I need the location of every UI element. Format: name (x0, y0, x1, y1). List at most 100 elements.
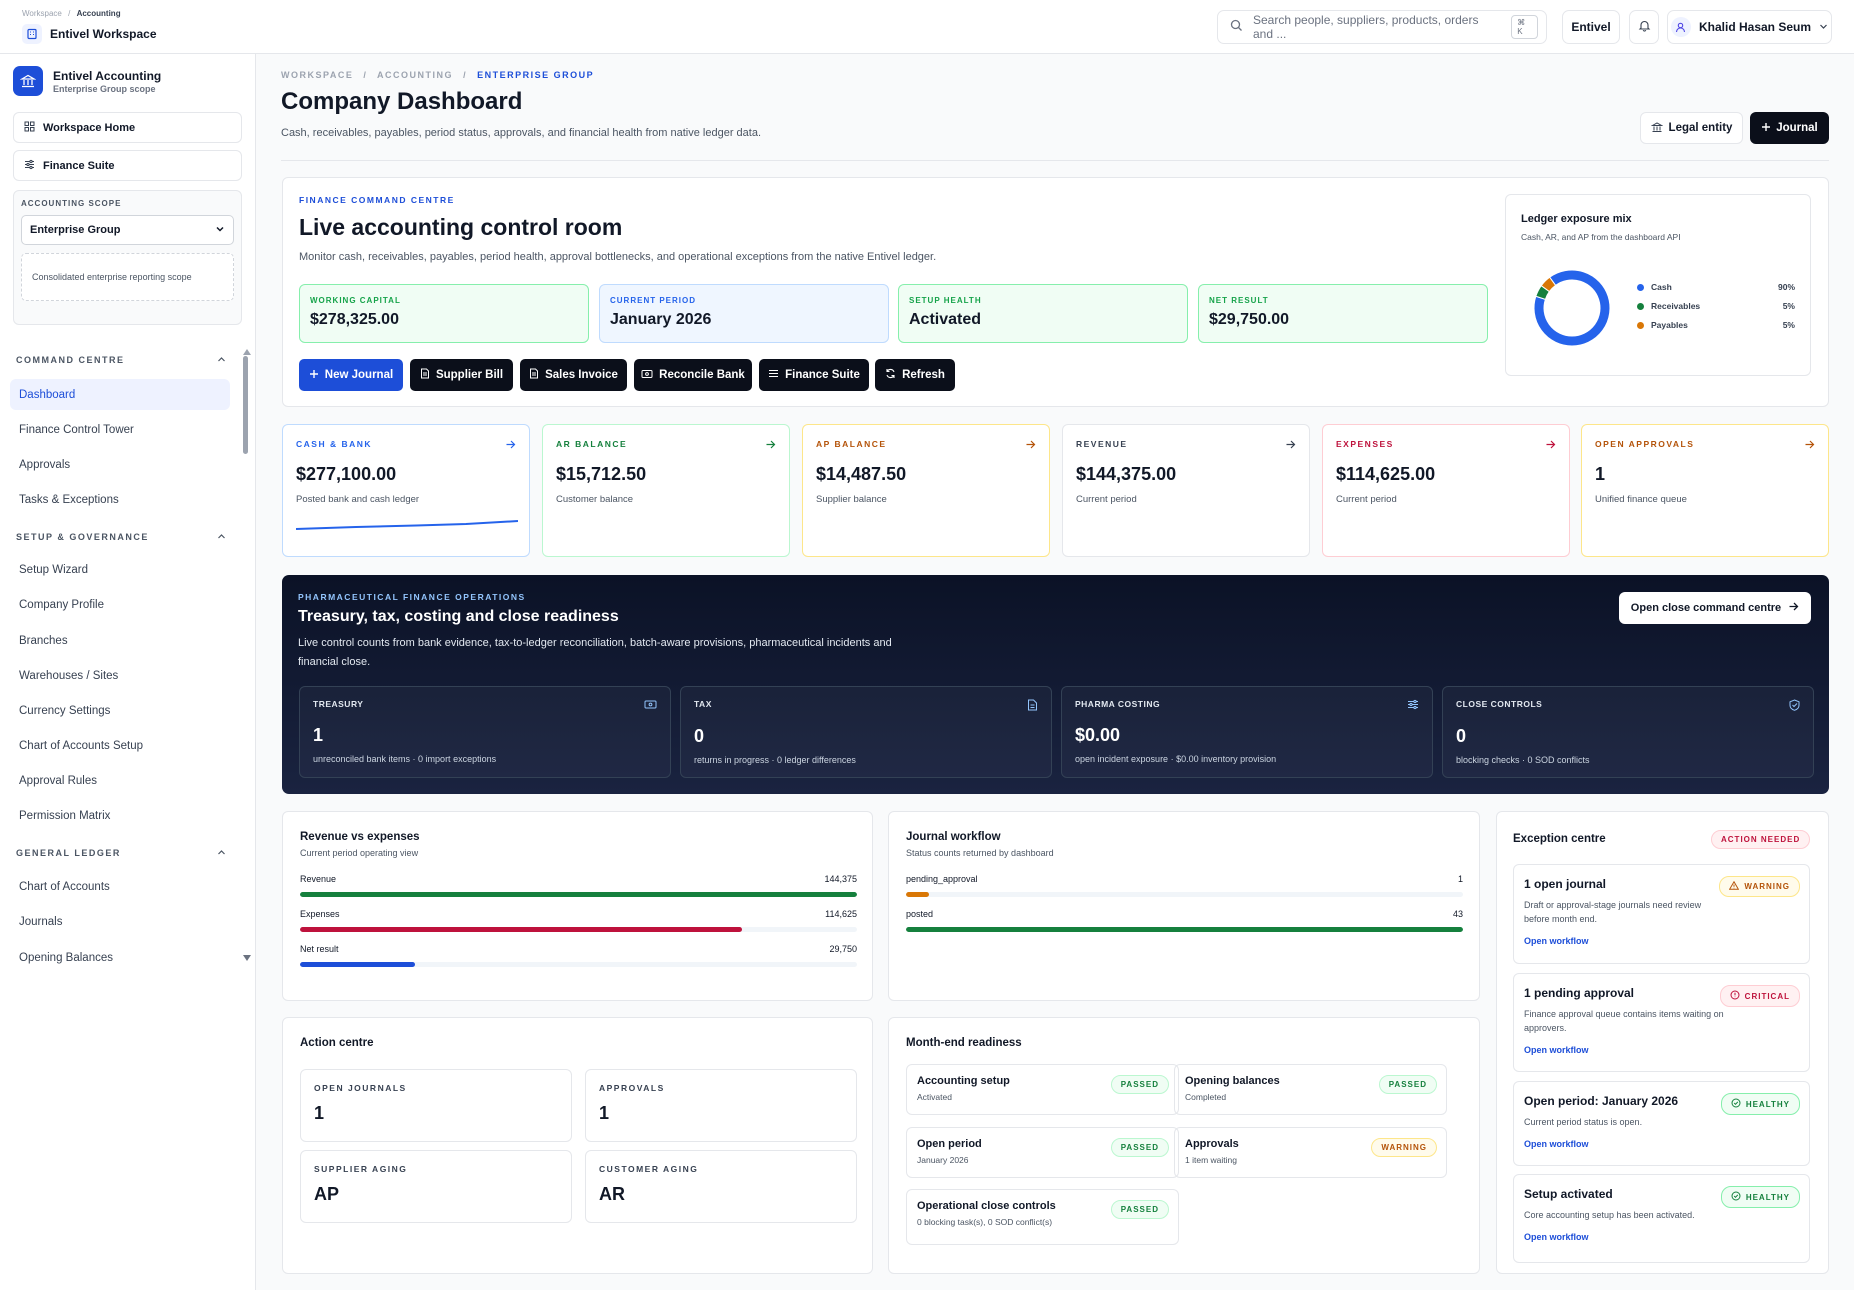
workspace-home-button[interactable]: Workspace Home (13, 112, 242, 143)
user-name: Khalid Hasan Seum (1698, 20, 1812, 34)
scope-select[interactable]: Enterprise Group (21, 215, 234, 245)
bar-track (906, 892, 1463, 897)
sidebar-section-setup-governance[interactable]: SETUP & GOVERNANCE (16, 532, 226, 543)
sidebar-item-opening-balances[interactable]: Opening Balances (19, 951, 113, 964)
org-switcher-button[interactable]: Entivel (1562, 10, 1620, 44)
sidebar-section-general-ledger[interactable]: GENERAL LEDGER (16, 848, 226, 859)
grid-icon (24, 121, 35, 135)
open-workflow-link[interactable]: Open workflow (1524, 1138, 1589, 1149)
sidebar-scrollbar[interactable] (243, 356, 248, 454)
sidebar-item-currency-settings[interactable]: Currency Settings (19, 704, 111, 717)
sidebar-item-setup-wizard[interactable]: Setup Wizard (19, 563, 89, 576)
bar-track (300, 927, 857, 932)
legend-receivables: Receivables 5% (1637, 301, 1795, 311)
action-tile-approvals[interactable]: APPROVALS 1 (585, 1069, 857, 1142)
pharma-operations-panel: PHARMACEUTICAL FINANCE OPERATIONS Treasu… (282, 575, 1829, 794)
reconcile-bank-button[interactable]: Reconcile Bank (634, 359, 752, 391)
legend-dot (1637, 283, 1644, 291)
crumb-workspace[interactable]: Workspace (22, 9, 62, 18)
workspace-switcher[interactable]: Entivel Workspace (22, 24, 157, 44)
sidebar-item-journals[interactable]: Journals (19, 915, 63, 928)
journal-chart-subtitle: Status counts returned by dashboard (906, 848, 1054, 858)
finance-suite-button[interactable]: Finance Suite (13, 150, 242, 181)
sliders-icon (1407, 699, 1419, 712)
sidebar-item-chart-of-accounts-setup[interactable]: Chart of Accounts Setup (19, 739, 144, 752)
exception-setup-activated: Setup activated Core accounting setup has… (1513, 1174, 1810, 1263)
top-breadcrumb: Workspace / Accounting (22, 9, 121, 18)
open-workflow-link[interactable]: Open workflow (1524, 1044, 1589, 1055)
status-badge: PASSED (1110, 1075, 1169, 1094)
sidebar-item-tasks-exceptions[interactable]: Tasks & Exceptions (19, 493, 119, 506)
legal-entity-button[interactable]: Legal entity (1640, 112, 1743, 144)
readiness-operational-close-controls[interactable]: Operational close controls 0 blocking tas… (906, 1189, 1179, 1245)
action-tile-supplier-aging[interactable]: SUPPLIER AGING AP (300, 1150, 572, 1223)
breadcrumb-workspace[interactable]: WORKSPACE (281, 70, 354, 80)
bar-row-net-result: Net result 29,750 (300, 944, 857, 967)
global-search[interactable]: Search people, suppliers, products, orde… (1217, 10, 1547, 44)
warning-icon (1729, 880, 1740, 892)
sidebar-item-approval-rules[interactable]: Approval Rules (19, 774, 97, 787)
page-subtitle: Cash, receivables, payables, period stat… (281, 127, 762, 139)
readiness-open-period[interactable]: Open period January 2026 PASSED (906, 1127, 1179, 1178)
check-circle-icon (1731, 1098, 1741, 1110)
sidebar-item-branches[interactable]: Branches (19, 634, 68, 647)
bar-row-pending-approval: pending_approval 1 (906, 874, 1463, 897)
bar-value-label: 29,750 (829, 944, 857, 954)
pharma-tile-treasury[interactable]: TREASURY 1 unreconciled bank items · 0 imp… (299, 686, 671, 778)
bar-label: Revenue (300, 874, 337, 884)
sales-invoice-button[interactable]: Sales Invoice (520, 359, 627, 391)
kpi-net-result: NET RESULT $29,750.00 (1198, 284, 1488, 343)
exception-1-pending-approval: 1 pending approval Finance approval queue… (1513, 973, 1810, 1072)
sidebar-item-dashboard[interactable]: Dashboard (10, 379, 230, 410)
chevron-up-icon (217, 848, 226, 859)
pharma-tile-tax[interactable]: TAX 0 returns in progress · 0 ledger diffe… (680, 686, 1052, 778)
status-badge: HEALTHY (1720, 1093, 1800, 1115)
metric-open-approvals[interactable]: OPEN APPROVALS 1 Unified finance queue (1581, 424, 1829, 557)
scroll-up-arrow[interactable] (243, 344, 251, 358)
open-workflow-link[interactable]: Open workflow (1524, 935, 1589, 946)
refresh-button[interactable]: Refresh (875, 359, 955, 391)
pharma-tile-pharma-costing[interactable]: PHARMA COSTING $0.00 open incident exposur… (1061, 686, 1433, 778)
sidebar-section-command-centre[interactable]: COMMAND CENTRE (16, 355, 226, 366)
new-journal-header-button[interactable]: Journal (1750, 112, 1829, 144)
search-input[interactable]: Search people, suppliers, products, orde… (1253, 13, 1479, 41)
metric-cash-bank[interactable]: CASH & BANK $277,100.00 Posted bank and ca… (282, 424, 530, 557)
metric-ar-balance[interactable]: AR BALANCE $15,712.50 Customer balance (542, 424, 790, 557)
arrow-right-icon (1545, 439, 1556, 452)
sidebar-item-approvals[interactable]: Approvals (19, 458, 71, 471)
status-badge: PASSED (1378, 1075, 1437, 1094)
readiness-accounting-setup[interactable]: Accounting setup Activated PASSED (906, 1064, 1179, 1115)
metric-ap-balance[interactable]: AP BALANCE $14,487.50 Supplier balance (802, 424, 1050, 557)
sidebar-item-finance-control-tower[interactable]: Finance Control Tower (19, 423, 134, 436)
sidebar-item-company-profile[interactable]: Company Profile (19, 598, 105, 611)
sidebar-item-permission-matrix[interactable]: Permission Matrix (19, 809, 111, 822)
metric-revenue[interactable]: REVENUE $144,375.00 Current period (1062, 424, 1310, 557)
open-close-command-centre-button[interactable]: Open close command centre (1619, 592, 1811, 624)
open-workflow-link[interactable]: Open workflow (1524, 1231, 1589, 1242)
scroll-down-arrow[interactable] (243, 950, 251, 964)
action-tile-customer-aging[interactable]: CUSTOMER AGING AR (585, 1150, 857, 1223)
plus-icon (1761, 122, 1771, 135)
sidebar-item-warehouses-sites[interactable]: Warehouses / Sites (19, 669, 119, 682)
supplier-bill-button[interactable]: Supplier Bill (410, 359, 513, 391)
hero-eyebrow: FINANCE COMMAND CENTRE (299, 195, 455, 205)
brand-subtitle: Enterprise Group scope (53, 83, 156, 94)
breadcrumb-accounting[interactable]: ACCOUNTING (377, 70, 454, 80)
readiness-approvals[interactable]: Approvals 1 item waiting WARNING (1174, 1127, 1447, 1178)
readiness-opening-balances[interactable]: Opening balances Completed PASSED (1174, 1064, 1447, 1115)
sidebar-item-chart-of-accounts[interactable]: Chart of Accounts (19, 880, 110, 893)
kpi-setup-health: SETUP HEALTH Activated (898, 284, 1188, 343)
shield-check-icon (1789, 699, 1800, 713)
bar-track (906, 927, 1463, 932)
user-menu-button[interactable]: Khalid Hasan Seum (1667, 10, 1832, 44)
metric-expenses[interactable]: EXPENSES $114,625.00 Current period (1322, 424, 1570, 557)
bar-row-revenue: Revenue 144,375 (300, 874, 857, 897)
finance-suite-button[interactable]: Finance Suite (759, 359, 869, 391)
building-icon (22, 24, 42, 44)
notifications-button[interactable] (1629, 10, 1659, 44)
scope-note: Consolidated enterprise reporting scope (21, 253, 234, 301)
sliders-icon (24, 159, 35, 173)
pharma-tile-close-controls[interactable]: CLOSE CONTROLS 0 blocking checks · 0 SOD c… (1442, 686, 1814, 778)
new-journal-button[interactable]: New Journal (299, 359, 403, 391)
action-tile-open-journals[interactable]: OPEN JOURNALS 1 (300, 1069, 572, 1142)
